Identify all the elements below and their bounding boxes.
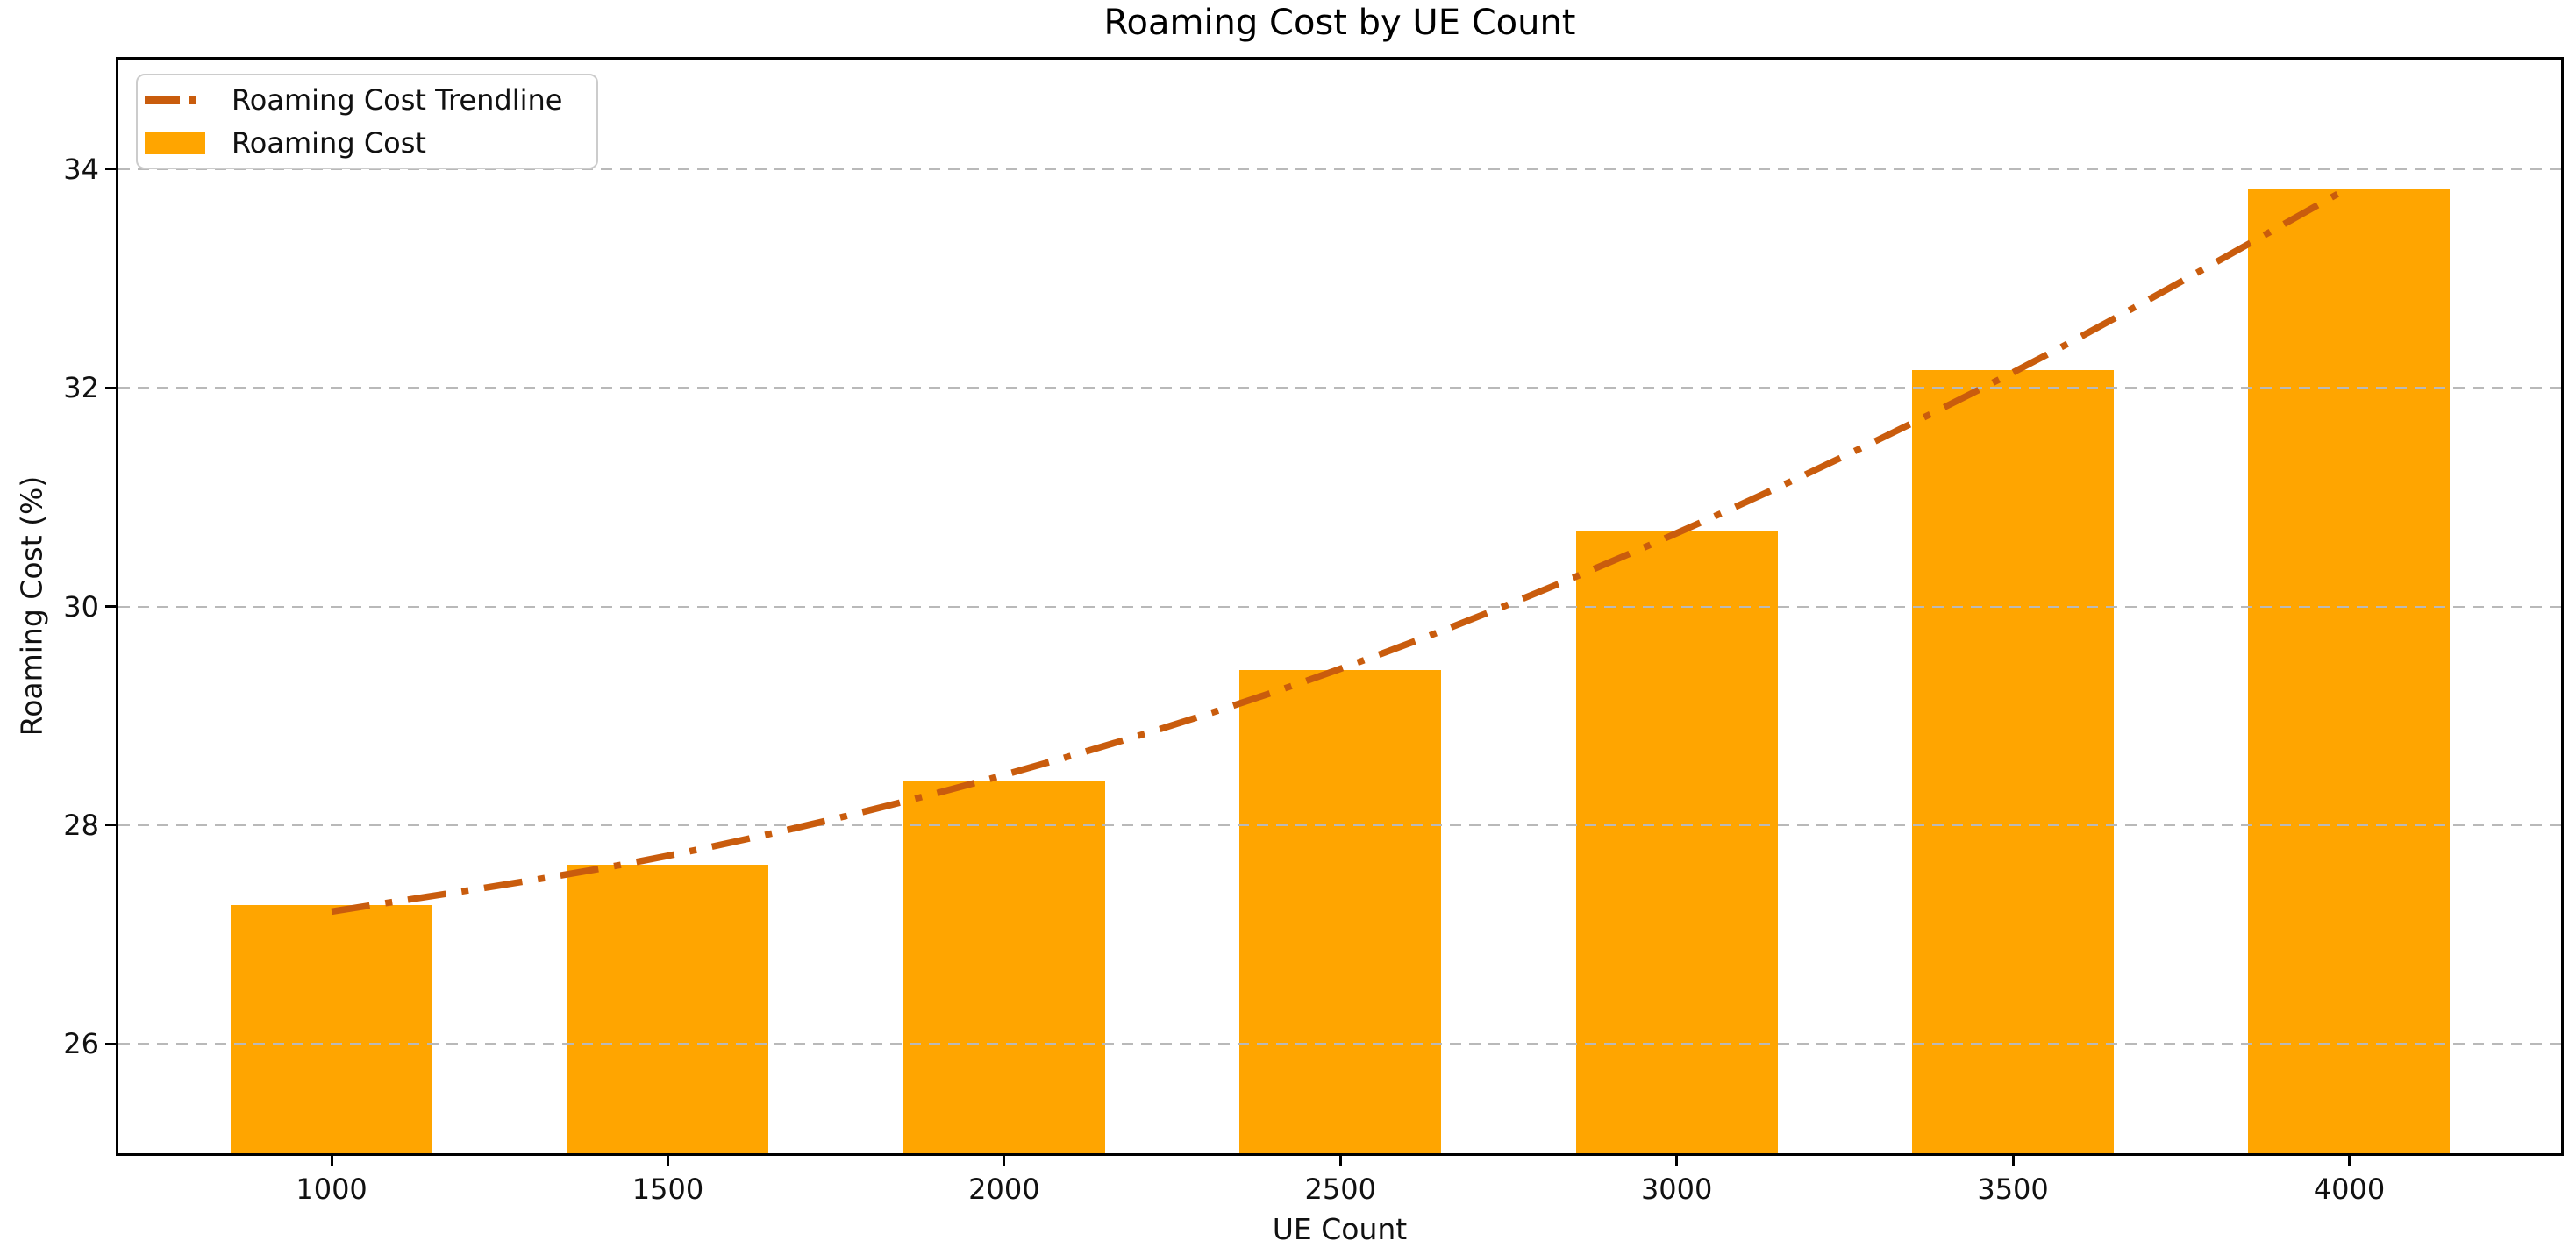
y-gridline	[118, 605, 2561, 608]
x-tick-mark	[1003, 1156, 1006, 1166]
x-tick-mark	[330, 1156, 333, 1166]
plot-area: Roaming Cost Trendline Roaming Cost	[116, 57, 2564, 1156]
y-gridline	[118, 824, 2561, 826]
bar-2000	[903, 781, 1105, 1153]
x-tick-label: 3000	[1640, 1173, 1713, 1206]
bar-1000	[231, 904, 433, 1153]
x-tick-label: 3500	[1977, 1173, 2049, 1206]
bar-3500	[1912, 370, 2115, 1153]
y-gridline	[118, 168, 2561, 170]
chart-title: Roaming Cost by UE Count	[1103, 3, 1576, 43]
x-tick-label: 4000	[2313, 1173, 2386, 1206]
y-tick-label: 30	[63, 589, 99, 624]
y-tick-mark	[105, 824, 116, 827]
y-tick-label: 28	[63, 808, 99, 842]
x-tick-label: 1500	[632, 1173, 704, 1206]
bar-1500	[567, 864, 769, 1153]
y-gridline	[118, 1043, 2561, 1045]
legend-label-trendline: Roaming Cost Trendline	[232, 83, 563, 117]
y-tick-mark	[105, 605, 116, 608]
trendline-curve	[331, 184, 2351, 916]
x-axis-label: UE Count	[1272, 1212, 1408, 1246]
x-tick-label: 2500	[1304, 1173, 1376, 1206]
x-tick-mark	[1675, 1156, 1679, 1166]
trendline-dashdot-swatch-icon	[145, 96, 205, 104]
x-tick-mark	[2347, 1156, 2351, 1166]
x-tick-mark	[1338, 1156, 1342, 1166]
y-tick-label: 26	[63, 1027, 99, 1061]
y-tick-label: 34	[63, 152, 99, 186]
x-tick-mark	[666, 1156, 669, 1166]
y-gridline	[118, 387, 2561, 389]
bar-3000	[1575, 531, 1778, 1153]
bar-color-swatch-icon	[145, 132, 205, 154]
y-tick-mark	[105, 168, 116, 171]
legend-item-bars: Roaming Cost	[145, 125, 584, 160]
bar-4000	[2248, 189, 2451, 1153]
legend-label-bars: Roaming Cost	[232, 126, 426, 160]
legend: Roaming Cost Trendline Roaming Cost	[136, 74, 598, 169]
x-tick-label: 2000	[968, 1173, 1040, 1206]
legend-item-trendline: Roaming Cost Trendline	[145, 82, 584, 118]
y-tick-mark	[105, 386, 116, 389]
bar-2500	[1239, 669, 1442, 1153]
trendline-path	[331, 184, 2351, 916]
x-tick-mark	[2011, 1156, 2015, 1166]
x-tick-label: 1000	[296, 1173, 367, 1206]
y-tick-label: 32	[63, 371, 99, 405]
y-tick-mark	[105, 1042, 116, 1045]
